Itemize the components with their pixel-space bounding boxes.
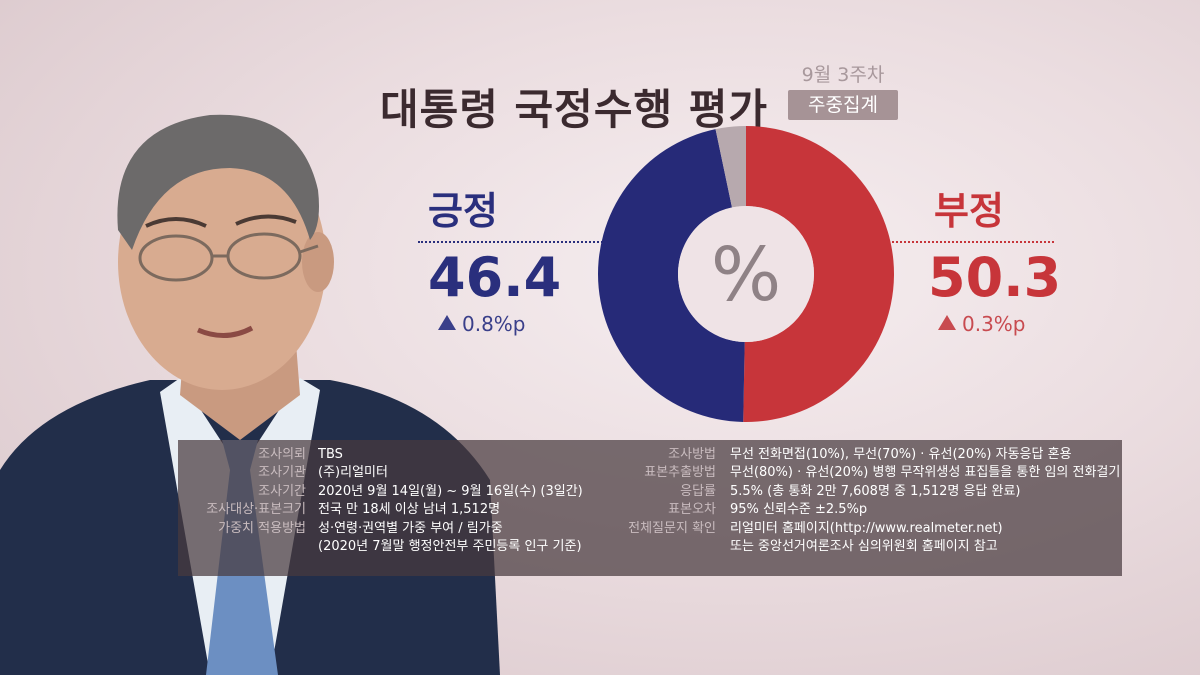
negative-label: 부정 — [934, 189, 1004, 233]
negative-change-text: 0.3%p — [962, 312, 1026, 336]
survey-item-key — [578, 538, 716, 556]
survey-item-key: 전체질문지 확인 — [628, 520, 716, 536]
survey-item-key: 조사의뢰 — [258, 447, 306, 462]
donut-chart: % — [598, 126, 895, 423]
survey-item-key: 조사대상·표본크기 — [206, 502, 306, 518]
negative-value: 50.3 — [928, 246, 1062, 309]
positive-change-text: 0.8%p — [462, 312, 526, 336]
survey-item-value: 또는 중앙선거여론조사 심의위원회 홈페이지 참고 — [730, 538, 998, 554]
survey-item-value: 무선(80%) · 유선(20%) 병행 무작위생성 표집틀을 통한 임의 전화… — [730, 465, 1120, 481]
survey-item-key: 조사방법 — [668, 447, 716, 462]
up-triangle-icon — [438, 315, 456, 330]
center-percent-label: % — [711, 232, 781, 318]
donut-slice-부정 — [743, 126, 895, 423]
survey-item-key: 가중치 적용방법 — [218, 520, 306, 536]
survey-item-key: 표본오차 — [668, 502, 716, 518]
survey-item-value: 95% 신뢰수준 ±2.5%p — [730, 502, 868, 518]
survey-item-value: 무선 전화면접(10%), 무선(70%) · 유선(20%) 자동응답 혼용 — [730, 447, 1072, 462]
donut-slice-other — [715, 126, 746, 208]
survey-item-value: TBS — [318, 447, 343, 462]
survey-item-value: 5.5% (총 통화 2만 7,608명 중 1,512명 응답 완료) — [730, 483, 1021, 499]
survey-item-value: (주)리얼미터 — [318, 465, 388, 481]
survey-item-value: (2020년 7월말 행정안전부 주민등록 인구 기준) — [318, 538, 582, 554]
survey-item-key: 조사기관 — [258, 465, 306, 481]
survey-values-left: TBS (주)리얼미터 2020년 9월 14일(월) ~ 9월 16일(수) (3… — [318, 446, 638, 556]
positive-label: 긍정 — [428, 189, 498, 233]
negative-leader-line — [884, 241, 1054, 243]
week-label: 9월 3주차 — [801, 64, 885, 86]
positive-leader-line — [418, 241, 614, 243]
survey-item-key: 응답률 — [680, 483, 716, 499]
chart-title: 대통령 국정수행 평가 — [380, 85, 769, 134]
survey-item-value: 전국 만 18세 이상 남녀 1,512명 — [318, 502, 501, 518]
survey-item-value: 리얼미터 홈페이지(http://www.realmeter.net) — [730, 520, 1003, 536]
aggregate-badge: 주중집계 — [788, 90, 898, 120]
survey-item-key — [178, 538, 306, 556]
survey-item-value: 2020년 9월 14일(월) ~ 9월 16일(수) (3일간) — [318, 483, 583, 499]
up-triangle-icon — [938, 315, 956, 330]
positive-change: 0.8%p — [438, 312, 526, 336]
survey-item-value: 성·연령·권역별 가중 부여 / 림가중 — [318, 520, 503, 536]
positive-value: 46.4 — [428, 246, 562, 309]
survey-item-key: 조사기간 — [258, 483, 306, 499]
donut-hole — [678, 206, 814, 342]
survey-item-key: 표본추출방법 — [644, 465, 716, 481]
donut-slice-긍정 — [598, 129, 745, 422]
negative-change: 0.3%p — [938, 312, 1026, 336]
